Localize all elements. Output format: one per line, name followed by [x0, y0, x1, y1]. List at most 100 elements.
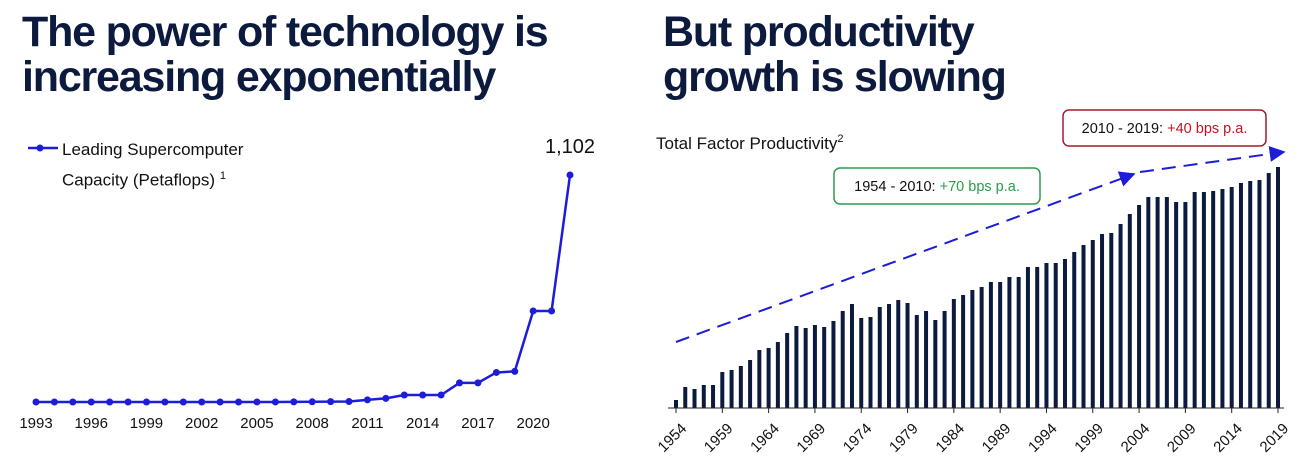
- x-tick-label: 1984: [932, 420, 968, 456]
- legend-marker: [36, 144, 44, 152]
- bar: [1174, 202, 1179, 408]
- bar: [1081, 245, 1086, 408]
- bar: [785, 333, 790, 408]
- legend-label: Leading Supercomputer Capacity (Petaflop…: [62, 140, 244, 190]
- footnote: 1: [219, 170, 226, 182]
- data-point: [474, 379, 482, 387]
- bar: [1220, 189, 1225, 408]
- trend-arrow: [1139, 146, 1286, 173]
- x-tick-label: 1989: [979, 420, 1015, 456]
- annotation: 1954 - 2010: +70 bps p.a.: [854, 179, 1020, 195]
- x-tick-label: 2014: [1210, 420, 1246, 456]
- bar: [1127, 214, 1132, 408]
- bar: [720, 372, 725, 408]
- data-point: [106, 398, 114, 406]
- data-point: [179, 398, 187, 406]
- bar: [951, 299, 956, 408]
- bar: [1238, 183, 1243, 408]
- data-point: [548, 307, 556, 315]
- annotation-box: [833, 167, 1041, 205]
- bar: [840, 311, 845, 408]
- bar: [701, 385, 706, 408]
- data-point: [511, 367, 519, 375]
- data-point: [216, 398, 224, 406]
- annotation-highlight: +70 bps p.a.: [940, 179, 1020, 195]
- annotation-text: 1954 - 2010:: [854, 179, 939, 195]
- data-point: [308, 398, 316, 406]
- bar: [711, 385, 716, 408]
- bar: [868, 317, 873, 408]
- bar: [1109, 233, 1114, 408]
- data-point: [419, 391, 427, 399]
- data-point: [290, 398, 298, 406]
- data-point: [198, 398, 206, 406]
- bar: [1090, 240, 1095, 408]
- bar: [979, 287, 984, 408]
- x-tick-label: 1979: [886, 420, 922, 456]
- subtitle-text: Total Factor Productivity: [656, 134, 838, 153]
- x-tick-label: 2009: [1164, 420, 1200, 456]
- bar: [1201, 192, 1206, 408]
- data-point: [566, 171, 574, 179]
- bar: [998, 282, 1003, 408]
- headline-line: increasing exponentially: [22, 53, 496, 101]
- bar: [905, 303, 910, 408]
- bar: [1257, 180, 1262, 408]
- bar: [859, 318, 864, 408]
- bar: [1053, 263, 1058, 408]
- annotation-box: [1062, 109, 1267, 147]
- bar: [766, 348, 771, 408]
- annotation-highlight: +40 bps p.a.: [1167, 121, 1247, 137]
- data-point: [456, 379, 464, 387]
- bar: [1035, 267, 1040, 408]
- headline-line: But productivity: [663, 8, 975, 56]
- x-tick-label: 1999: [130, 415, 163, 432]
- data-point: [69, 398, 77, 406]
- bar: [1164, 197, 1169, 408]
- bar: [849, 304, 854, 408]
- bar: [812, 325, 817, 408]
- bar: [877, 307, 882, 408]
- bar: [942, 311, 947, 408]
- bar: [1016, 277, 1021, 408]
- trend-arrow: [675, 171, 1136, 343]
- bar: [1044, 263, 1049, 408]
- data-point: [235, 398, 243, 406]
- data-point: [492, 368, 500, 376]
- x-tick-label: 2005: [240, 415, 273, 432]
- x-tick-label: 1993: [19, 415, 52, 432]
- data-point: [32, 398, 40, 406]
- x-tick-label: 2017: [461, 415, 494, 432]
- data-point: [253, 398, 261, 406]
- headline-line: The power of technology is: [22, 8, 548, 56]
- x-tick-label: 1959: [701, 420, 737, 456]
- bar: [1007, 277, 1012, 408]
- bar: [748, 360, 753, 408]
- bar: [1266, 173, 1271, 408]
- data-point: [271, 398, 279, 406]
- data-point: [142, 398, 150, 406]
- bar: [924, 311, 929, 408]
- data-point: [529, 307, 537, 315]
- x-tick-label: 2019: [1257, 420, 1293, 456]
- bar: [757, 350, 762, 408]
- data-point: [382, 394, 390, 402]
- x-tick-label: 1964: [747, 420, 783, 456]
- bar: [1229, 187, 1234, 408]
- bar: [961, 295, 966, 408]
- bar: [683, 387, 688, 408]
- x-tick-label: 1996: [75, 415, 108, 432]
- x-tick-label: 1999: [1071, 420, 1107, 456]
- bar: [1137, 205, 1142, 408]
- bar: [1062, 259, 1067, 408]
- value-label: 1,102: [545, 136, 595, 158]
- data-point: [345, 397, 353, 405]
- bar: [803, 328, 808, 408]
- x-tick-label: 1974: [840, 420, 876, 456]
- x-tick-label: 2014: [406, 415, 439, 432]
- bar: [896, 300, 901, 408]
- bar: [831, 321, 836, 408]
- bar: [1155, 197, 1160, 408]
- data-point: [87, 398, 95, 406]
